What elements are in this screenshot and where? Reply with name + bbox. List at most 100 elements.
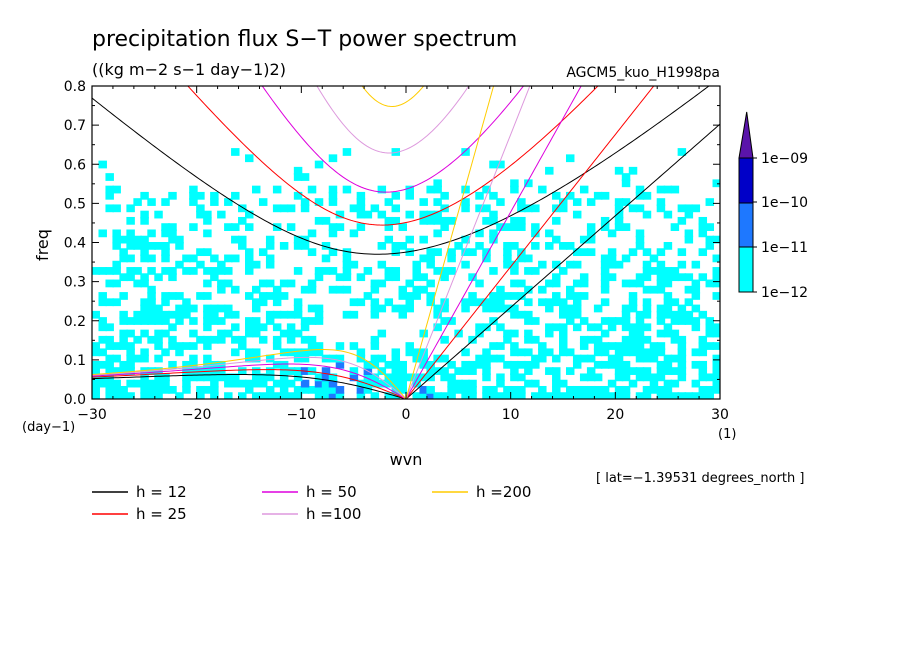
contour-cell — [405, 210, 414, 219]
contour-cell — [231, 379, 240, 388]
contour-cell — [126, 267, 135, 275]
contour-cell — [286, 204, 296, 213]
contour-cell — [635, 392, 645, 399]
contour-cell — [642, 260, 652, 269]
contour-cell — [426, 298, 435, 307]
contour-cell — [691, 379, 701, 388]
contour-cell — [642, 354, 652, 363]
contour-cell — [203, 360, 212, 369]
y-tick-label: 0.5 — [64, 196, 86, 212]
contour-cell — [140, 273, 149, 282]
contour-cell — [524, 310, 533, 319]
contour-cell — [475, 329, 484, 338]
contour-cell — [586, 223, 596, 231]
contour-cell — [677, 317, 687, 325]
contour-cell — [545, 392, 554, 399]
contour-cell — [475, 204, 484, 213]
contour-cell — [412, 392, 421, 399]
contour-cell — [559, 204, 568, 213]
contour-cell — [356, 191, 366, 200]
contour-cell — [433, 310, 442, 319]
contour-cell — [656, 348, 666, 357]
contour-cell — [398, 304, 407, 313]
contour-cell — [105, 354, 114, 363]
contour-cell — [614, 367, 624, 375]
contour-cell — [461, 360, 470, 369]
contour-cell — [224, 254, 233, 263]
contour-cell — [691, 360, 701, 369]
contour-cell — [524, 254, 533, 263]
contour-cell — [140, 216, 149, 225]
contour-cell — [712, 235, 720, 244]
contour-cell — [210, 254, 219, 263]
contour-cell — [265, 260, 275, 269]
contour-cell — [293, 367, 303, 375]
contour-cell — [112, 354, 121, 363]
contour-cell — [112, 385, 121, 394]
contour-cell — [447, 248, 456, 257]
contour-cell — [370, 304, 380, 313]
contour-cell — [377, 379, 387, 388]
contour-cell — [517, 248, 526, 257]
contour-cell — [712, 279, 720, 288]
contour-cell — [175, 310, 184, 319]
contour-cell — [565, 292, 575, 300]
contour-cell — [565, 392, 575, 399]
contour-cell — [496, 304, 505, 313]
contour-cell — [300, 173, 310, 181]
contour-cell — [642, 304, 652, 313]
contour-cell — [384, 298, 394, 307]
contour-cell — [168, 310, 177, 319]
contour-cell — [335, 385, 345, 394]
contour-cell — [593, 304, 603, 313]
contour-cell — [677, 367, 687, 375]
chart-units: ((kg m−2 s−1 day−1)2) — [92, 60, 286, 79]
contour-cell — [656, 329, 666, 338]
contour-cell — [440, 373, 449, 382]
y-unit-label: (day−1) — [22, 420, 75, 435]
contour-cell — [210, 310, 219, 319]
contour-cell — [251, 367, 261, 375]
contour-cell — [593, 191, 603, 200]
contour-cell — [258, 248, 268, 257]
spectrum-contours — [92, 148, 720, 399]
contour-cell — [552, 279, 561, 288]
contour-cell — [279, 379, 289, 388]
contour-cell — [133, 310, 142, 319]
contour-cell — [182, 385, 191, 394]
contour-cell — [482, 392, 491, 399]
contour-cell — [635, 185, 645, 194]
contour-cell — [210, 392, 219, 399]
contour-cell — [607, 354, 617, 363]
contour-cell — [168, 335, 177, 344]
contour-cell — [586, 392, 596, 399]
contour-cell — [621, 179, 631, 188]
contour-cell — [475, 298, 484, 307]
contour-cell — [440, 304, 449, 313]
kelvin-curve — [405, 86, 495, 399]
contour-cell — [440, 392, 449, 399]
contour-cell — [635, 373, 645, 382]
contour-cell — [168, 235, 177, 244]
contour-cell — [189, 191, 198, 200]
contour-cell — [147, 335, 156, 344]
contour-cell — [565, 317, 575, 325]
contour-cell — [265, 367, 275, 375]
contour-cell — [552, 204, 561, 213]
contour-cell — [210, 191, 219, 200]
contour-cell — [182, 342, 191, 350]
legend: h = 12 h = 25 h = 50 h =100 h =200 — [92, 483, 531, 523]
contour-cell — [572, 310, 582, 319]
contour-cell — [265, 373, 275, 382]
contour-cell — [517, 373, 526, 382]
contour-cell — [712, 342, 720, 350]
contour-cell — [140, 373, 149, 382]
contour-cell — [203, 335, 212, 344]
contour-cell — [670, 379, 680, 388]
contour-cell — [642, 323, 652, 332]
contour-cell — [572, 279, 582, 288]
contour-cell — [168, 323, 177, 332]
contour-cell — [328, 379, 338, 388]
contour-cell — [510, 392, 519, 399]
colorbar-label: 1e−09 — [761, 151, 808, 167]
